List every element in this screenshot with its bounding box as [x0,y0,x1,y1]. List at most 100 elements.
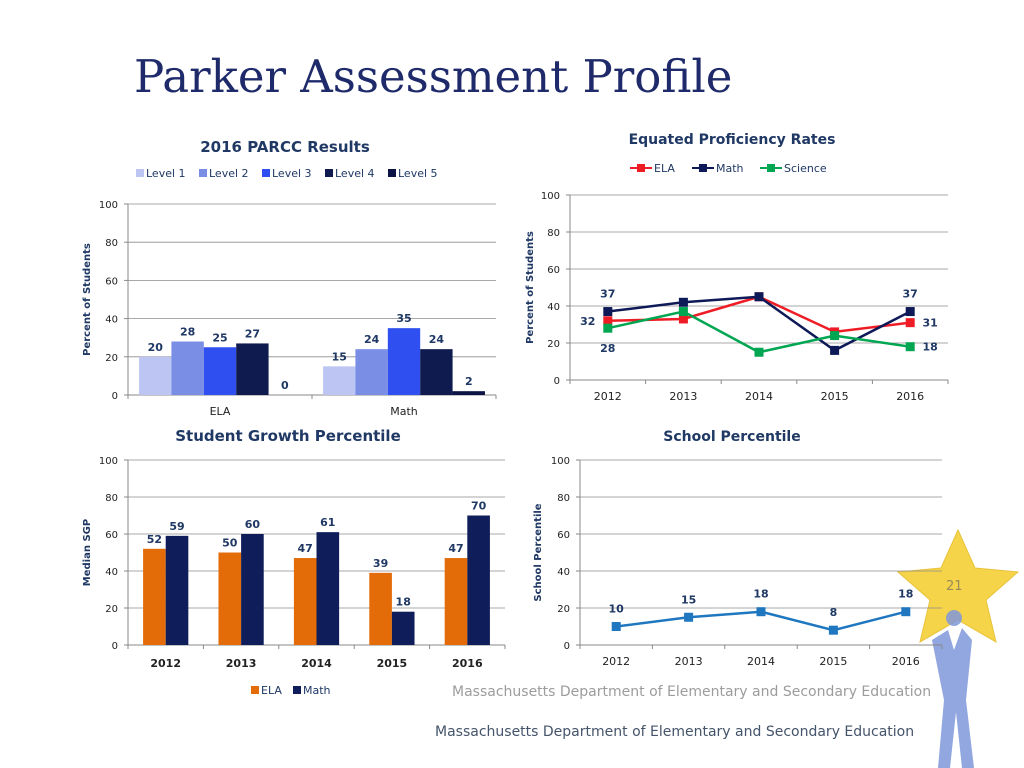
y-tick-label: 20 [105,353,118,364]
data-label: 52 [147,533,162,546]
y-tick-label: 100 [99,456,118,467]
chart-school: 0 20 40 60 80 100 School Percentile School Perc… [533,429,943,668]
y-axis-label: Percent of Students [525,231,536,344]
bar [236,343,269,395]
legend-label: Level 5 [398,167,438,180]
y-tick-label: 0 [112,391,118,402]
x-category-label: 2012 [150,657,181,670]
data-label: 31 [923,317,938,330]
data-label: 59 [169,520,184,533]
x-category-label: 2014 [745,390,773,403]
data-label: 24 [429,333,445,346]
bar [420,349,453,395]
data-point-marker [684,612,694,622]
data-label: 28 [180,326,195,339]
data-label: 35 [396,312,411,325]
bar [391,611,415,645]
legend-label: Math [716,162,744,175]
chart-title: Equated Proficiency Rates [629,132,836,148]
bar [467,515,490,645]
legend-swatch [199,169,207,177]
legend-label: Level 2 [209,167,249,180]
y-tick-label: 40 [547,302,560,313]
y-tick-label: 20 [547,339,560,350]
y-tick-label: 0 [112,641,118,652]
bar [218,552,242,645]
series-line [607,295,911,352]
x-category-label: 2012 [594,390,622,403]
legend-label: Math [303,684,331,697]
chart-sgp: 0 20 40 60 80 100 Student Growth Percentile Med… [82,427,506,697]
x-category-label: 2015 [821,390,849,403]
chart-title: Student Growth Percentile [175,427,401,445]
slide-title: Parker Assessment Profile [134,50,733,103]
legend-swatch [262,169,270,177]
x-category-label: 2013 [675,655,703,668]
bar [143,548,166,645]
y-tick-label: 60 [105,276,118,287]
data-point-marker [678,314,688,324]
x-category-label: 2013 [669,390,697,403]
data-label: 8 [830,606,838,619]
y-tick-label: 80 [547,228,560,239]
legend-swatch [251,686,259,694]
data-label: 39 [373,557,388,570]
x-category-label: ELA [210,405,231,418]
legend-label: Science [784,162,827,175]
footer-text: Massachusetts Department of Elementary a… [435,724,915,740]
y-axis-label: Percent of Students [82,243,93,356]
x-category-label: 2014 [301,657,332,670]
y-tick-label: 100 [99,200,118,211]
bar [165,535,189,645]
y-tick-label: 0 [564,641,570,652]
legend-swatch [325,169,333,177]
data-point-marker [828,625,838,635]
data-point-marker [603,307,613,317]
x-category-label: Math [390,405,418,418]
legend-label: ELA [261,684,282,697]
bar [355,349,388,395]
bar [171,341,204,395]
legend-swatch [293,686,301,694]
legend-label: ELA [654,162,675,175]
data-label: 27 [245,327,260,340]
data-label: 18 [396,596,411,609]
x-category-label: 2016 [452,657,483,670]
y-tick-label: 100 [541,191,560,202]
data-label: 32 [580,315,595,328]
data-point-marker [905,342,915,352]
data-label: 25 [212,331,227,344]
data-point-marker [603,316,613,326]
x-category-label: 2013 [226,657,257,670]
slide-number: 21 [946,579,963,594]
y-tick-label: 20 [105,604,118,615]
data-label: 20 [148,341,164,354]
data-point-marker [901,607,911,617]
data-label: 18 [923,341,938,354]
legend-label: Level 3 [272,167,312,180]
legend-swatch [136,169,144,177]
data-label: 47 [448,542,463,555]
data-point-marker [905,307,915,317]
x-category-label: 2016 [896,390,924,403]
mascot-figure [932,628,974,768]
data-point-marker [603,323,613,333]
x-category-label: 2015 [819,655,847,668]
legend-swatch [699,164,707,172]
data-label: 70 [471,500,487,513]
series-line [607,295,911,334]
data-point-marker [678,297,688,307]
data-point-marker [830,331,840,341]
data-point-marker [611,622,621,631]
data-label: 50 [222,537,238,550]
mascot-head [946,610,962,626]
data-point-marker [754,347,764,357]
y-tick-label: 20 [557,604,570,615]
y-tick-label: 60 [105,530,118,541]
data-point-marker [754,292,764,302]
data-label: 18 [898,588,913,601]
series-line [607,310,911,354]
data-point-marker [905,318,915,328]
data-point-marker [756,607,766,617]
